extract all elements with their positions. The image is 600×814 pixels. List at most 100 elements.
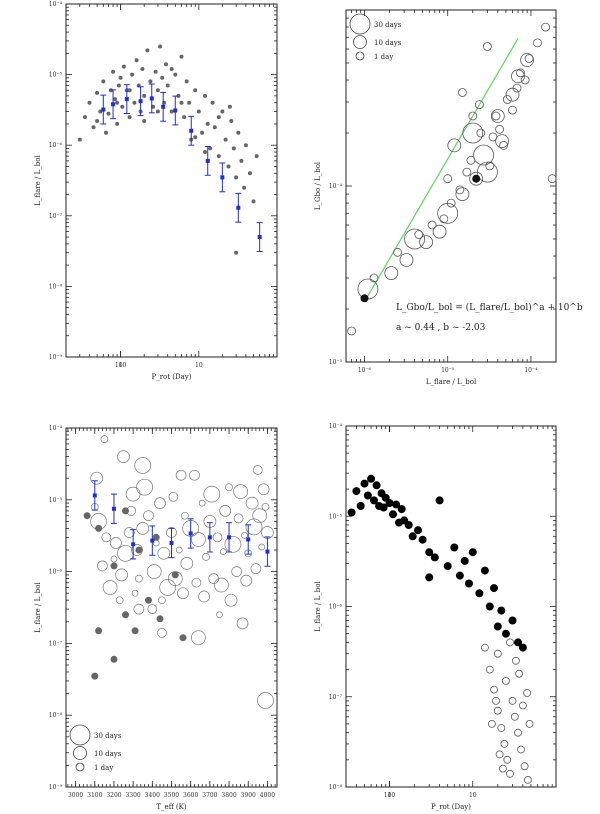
x-axis-label: T_eff (K) <box>156 803 186 811</box>
filled-point <box>352 487 361 496</box>
open-point <box>493 649 502 658</box>
legend-label: 1 day <box>374 53 393 61</box>
legend-label: 1 day <box>94 764 113 772</box>
data-point <box>198 590 210 603</box>
data-point <box>115 568 128 582</box>
data-point <box>189 469 200 481</box>
data-point <box>136 478 153 496</box>
data-point <box>236 130 241 135</box>
data-point <box>437 202 459 224</box>
data-point <box>214 577 229 593</box>
data-point <box>261 502 270 511</box>
filled-point <box>430 553 439 562</box>
filled-point <box>122 611 129 619</box>
filled-point <box>379 503 388 512</box>
data-point <box>219 505 232 517</box>
filled-point <box>465 579 473 588</box>
data-point <box>223 137 228 142</box>
data-point <box>165 83 170 88</box>
data-point <box>229 119 234 123</box>
data-point <box>482 42 492 51</box>
data-point <box>404 228 426 250</box>
filled-point <box>450 543 459 552</box>
data-point <box>369 273 379 283</box>
x-tick-label: 3300 <box>125 792 140 799</box>
data-point <box>97 560 108 572</box>
data-point <box>512 83 522 93</box>
filled-point <box>372 481 381 490</box>
data-point <box>231 566 243 577</box>
open-point <box>500 740 509 748</box>
data-point <box>443 174 453 184</box>
data-point <box>148 79 153 84</box>
filled-point <box>367 474 376 483</box>
filled-point <box>363 491 372 500</box>
data-point <box>247 171 252 176</box>
filled-point <box>493 622 502 631</box>
open-point <box>506 638 514 647</box>
data-point <box>146 564 162 579</box>
x-tick-label: 1 <box>388 792 392 799</box>
data-point <box>100 435 109 443</box>
y-axis-label: L_flare / L_bol <box>34 582 42 633</box>
data-point <box>419 235 434 250</box>
data-point <box>101 532 112 543</box>
data-point <box>245 518 263 536</box>
data-point <box>252 508 268 524</box>
y-tick-label: 10⁻⁷ <box>49 640 63 647</box>
binned-point <box>92 493 97 498</box>
data-point <box>169 67 174 71</box>
legend-marker <box>75 762 85 772</box>
open-point <box>523 689 531 697</box>
data-point <box>474 100 484 109</box>
filled-point <box>156 615 164 623</box>
data-point <box>132 100 137 105</box>
data-point <box>226 164 231 169</box>
data-point <box>198 499 206 507</box>
filled-point <box>356 502 365 510</box>
data-point <box>120 104 125 109</box>
data-point <box>145 48 150 53</box>
data-point <box>203 150 207 154</box>
data-point <box>160 75 165 80</box>
binned-point <box>257 235 262 240</box>
data-point <box>177 587 189 600</box>
data-point <box>439 214 449 224</box>
data-point <box>134 58 139 63</box>
x-tick-label: 10⁻⁵ <box>441 367 455 374</box>
open-point <box>510 712 519 721</box>
legend-marker <box>355 51 365 61</box>
data-point <box>157 546 171 560</box>
y-tick-label: 10⁻⁶ <box>49 569 63 576</box>
binned-point <box>150 538 155 543</box>
panel-prot-vs-flare-2: 1 10 100 10⁻⁴ 10⁻⁵ 10⁻⁶ 10⁻⁷ 10⁻⁸ P_rot (Day) L_f… <box>314 423 557 811</box>
binned-point <box>227 535 232 540</box>
x-tick-label: 1 <box>119 362 123 369</box>
x-tick-label: 3900 <box>241 792 256 799</box>
y-tick-label: 10⁻⁸ <box>49 712 63 719</box>
legend-label: 10 days <box>94 750 122 758</box>
filled-point <box>443 562 452 571</box>
y-axis-label: L_flare / L_bol <box>314 581 322 632</box>
filled-point <box>490 584 498 593</box>
binned-point <box>189 128 194 133</box>
binned-point <box>173 108 178 113</box>
x-tick-label: 3500 <box>164 792 179 799</box>
data-point <box>495 134 510 149</box>
binned-point <box>111 102 116 107</box>
data-point <box>216 154 221 159</box>
x-tick-label: 3400 <box>145 792 160 799</box>
open-point <box>515 669 523 678</box>
y-tick-label: 10⁻⁴ <box>49 1 63 8</box>
data-point <box>135 574 143 583</box>
data-point <box>224 535 242 553</box>
filled-point <box>145 596 152 604</box>
data-point <box>250 563 262 574</box>
binned-point <box>138 99 143 104</box>
data-point <box>134 457 152 474</box>
filled-point <box>91 672 99 680</box>
binned-point <box>149 96 154 101</box>
data-point <box>110 555 118 563</box>
open-point <box>517 745 525 754</box>
